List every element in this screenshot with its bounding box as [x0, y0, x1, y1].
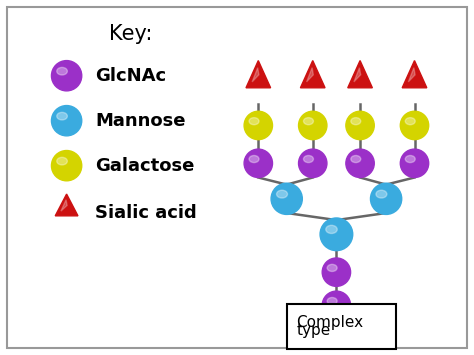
Text: GlcNAc: GlcNAc: [95, 67, 166, 85]
Polygon shape: [252, 68, 259, 82]
FancyBboxPatch shape: [287, 304, 396, 349]
Ellipse shape: [322, 258, 351, 286]
Ellipse shape: [371, 183, 402, 214]
Text: Complex: Complex: [296, 315, 363, 330]
Ellipse shape: [327, 264, 337, 272]
Polygon shape: [246, 61, 271, 88]
Ellipse shape: [401, 149, 428, 178]
Ellipse shape: [271, 183, 302, 214]
Ellipse shape: [351, 155, 361, 163]
Ellipse shape: [299, 111, 327, 140]
Polygon shape: [301, 61, 325, 88]
Ellipse shape: [52, 151, 82, 181]
Ellipse shape: [57, 113, 67, 120]
Polygon shape: [402, 61, 427, 88]
Ellipse shape: [244, 111, 273, 140]
Ellipse shape: [320, 218, 353, 251]
Ellipse shape: [303, 118, 313, 125]
Ellipse shape: [52, 105, 82, 136]
Ellipse shape: [322, 291, 351, 320]
Polygon shape: [307, 68, 313, 82]
Polygon shape: [348, 61, 373, 88]
Ellipse shape: [57, 67, 67, 75]
Text: Key:: Key:: [109, 24, 153, 44]
Ellipse shape: [351, 118, 361, 125]
Polygon shape: [354, 68, 361, 82]
Text: Mannose: Mannose: [95, 112, 185, 130]
Ellipse shape: [346, 111, 374, 140]
Polygon shape: [61, 200, 67, 211]
Ellipse shape: [401, 111, 428, 140]
Ellipse shape: [244, 149, 273, 178]
Ellipse shape: [52, 61, 82, 91]
Ellipse shape: [249, 118, 259, 125]
Ellipse shape: [276, 190, 287, 198]
Ellipse shape: [299, 149, 327, 178]
Ellipse shape: [57, 157, 67, 165]
Ellipse shape: [326, 225, 337, 234]
Ellipse shape: [303, 155, 313, 163]
Ellipse shape: [249, 155, 259, 163]
Ellipse shape: [405, 118, 415, 125]
Text: type: type: [296, 323, 330, 338]
Polygon shape: [55, 194, 78, 216]
Ellipse shape: [376, 190, 387, 198]
Ellipse shape: [327, 297, 337, 305]
Ellipse shape: [346, 149, 374, 178]
Text: Sialic acid: Sialic acid: [95, 204, 197, 222]
Polygon shape: [408, 68, 415, 82]
Ellipse shape: [405, 155, 415, 163]
Text: Galactose: Galactose: [95, 157, 194, 175]
